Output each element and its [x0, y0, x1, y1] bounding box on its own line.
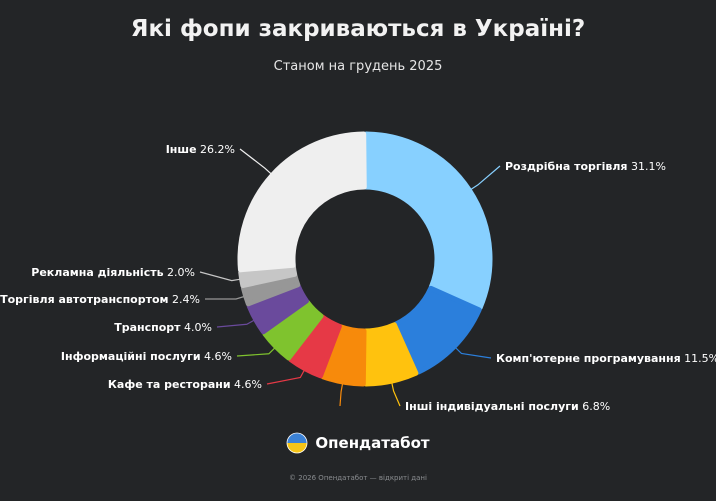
- slice-0: [363, 131, 493, 311]
- leader-line-9: [239, 148, 272, 175]
- slice-label-2: Інші індивідуальні послуги 6.8%: [405, 400, 610, 413]
- footer-copyright: © 2026 Опендатабот — відкриті дані: [289, 474, 427, 482]
- slice-1: [393, 285, 482, 375]
- leader-line-0: [470, 165, 501, 190]
- opendatabot-logo-icon: [287, 432, 308, 454]
- brand-name: Опендатабот: [315, 434, 430, 452]
- brand: Опендатабот: [0, 432, 716, 454]
- slice-label-0: Роздрібна торгівля 31.1%: [505, 160, 666, 173]
- leader-line-3: [339, 383, 344, 407]
- slice-label-5: Інформаційні послуги 4.6%: [61, 350, 232, 363]
- slice-label-9: Інше 26.2%: [166, 143, 235, 156]
- slice-label-6: Транспорт 4.0%: [114, 321, 212, 334]
- page-subtitle: Станом на грудень 2025: [273, 59, 443, 74]
- leader-line-7: [204, 296, 244, 300]
- slice-9: [237, 131, 367, 273]
- slice-label-1: Комп'ютерне програмування 11.5%: [496, 352, 716, 365]
- slice-label-7: Торгівля автотранспортом 2.4%: [0, 293, 200, 306]
- slice-label-4: Кафе та ресторани 4.6%: [108, 378, 262, 391]
- leader-line-2: [391, 382, 401, 407]
- leader-line-5: [236, 347, 275, 357]
- leader-line-4: [266, 370, 305, 385]
- page-title: Які фопи закриваються в Україні?: [130, 16, 586, 42]
- leader-line-6: [216, 319, 255, 328]
- slice-label-8: Рекламна діяльність 2.0%: [31, 266, 195, 279]
- leader-line-8: [199, 271, 240, 282]
- leader-line-1: [455, 347, 492, 359]
